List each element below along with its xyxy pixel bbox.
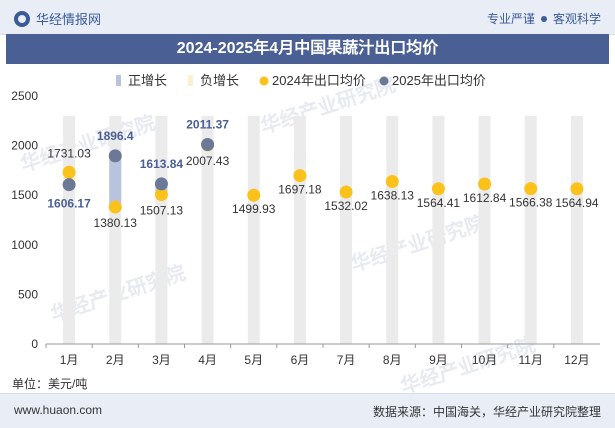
x-tick-label: 5月 xyxy=(244,353,263,367)
x-tick-label: 1月 xyxy=(60,353,79,367)
point-2025 xyxy=(63,178,76,191)
data-label-2025: 1606.17 xyxy=(47,197,91,211)
point-2024 xyxy=(478,178,491,191)
background-bar xyxy=(525,116,537,344)
y-tick-label: 1500 xyxy=(11,188,38,202)
legend-label: 2025年出口均价 xyxy=(392,73,486,88)
point-2024 xyxy=(109,201,122,214)
background-bar xyxy=(248,116,260,344)
x-tick-label: 6月 xyxy=(291,353,310,367)
point-2024 xyxy=(570,182,583,195)
x-tick-label: 11月 xyxy=(519,353,543,367)
data-label-2025: 1613.84 xyxy=(140,157,184,171)
data-label-2025: 1896.4 xyxy=(97,129,134,143)
point-2024 xyxy=(293,169,306,182)
legend-label: 正增长 xyxy=(128,73,167,88)
legend-swatch-negative xyxy=(188,75,193,86)
x-tick-label: 9月 xyxy=(429,353,448,367)
data-label-2024: 1507.13 xyxy=(140,203,184,217)
data-label-2024: 1731.03 xyxy=(47,146,91,160)
data-label-2024: 1532.02 xyxy=(324,199,368,213)
legend-label: 负增长 xyxy=(200,73,239,88)
legend-swatch-positive xyxy=(116,75,121,86)
watermark: 华经产业研究院 xyxy=(18,110,159,176)
point-2025 xyxy=(109,149,122,162)
y-tick-label: 2000 xyxy=(11,139,38,153)
x-tick-label: 2月 xyxy=(106,353,125,367)
positive-growth-bar xyxy=(109,156,121,207)
data-label-2024: 2007.43 xyxy=(186,154,230,168)
x-tick-label: 7月 xyxy=(337,353,356,367)
background-bar xyxy=(155,116,167,344)
background-bar xyxy=(340,116,352,344)
legend-label: 2024年出口均价 xyxy=(272,73,366,88)
point-2024 xyxy=(524,182,537,195)
legend-swatch-2024 xyxy=(260,77,269,86)
point-2025 xyxy=(201,138,214,151)
footer-site: www.huaon.com xyxy=(14,403,102,417)
footer-source: 数据来源：中国海关，华经产业研究院整理 xyxy=(373,403,601,420)
x-tick-label: 3月 xyxy=(152,353,171,367)
background-bar xyxy=(386,116,398,344)
y-tick-label: 0 xyxy=(31,337,38,351)
y-tick-label: 2500 xyxy=(11,89,38,103)
point-2024 xyxy=(386,175,399,188)
unit-label: 单位：美元/吨 xyxy=(12,375,87,392)
data-label-2024: 1564.41 xyxy=(417,196,461,210)
data-label-2024: 1697.18 xyxy=(278,183,322,197)
watermark: 华经产业研究院 xyxy=(398,332,539,398)
data-label-2024: 1564.94 xyxy=(555,196,599,210)
x-tick-label: 8月 xyxy=(383,353,402,367)
watermark: 华经产业研究院 xyxy=(348,210,489,276)
data-label-2024: 1566.38 xyxy=(509,196,553,210)
point-2024 xyxy=(63,166,76,179)
point-2024 xyxy=(340,186,353,199)
data-label-2024: 1638.13 xyxy=(371,188,415,202)
x-tick-label: 12月 xyxy=(564,353,589,367)
y-tick-label: 1000 xyxy=(11,238,38,252)
background-bar xyxy=(294,116,306,344)
data-label-2024: 1380.13 xyxy=(94,216,138,230)
point-2024 xyxy=(432,182,445,195)
point-2025 xyxy=(155,177,168,190)
x-tick-label: 10月 xyxy=(472,353,497,367)
background-bar xyxy=(432,116,444,344)
x-tick-label: 4月 xyxy=(198,353,217,367)
background-bar xyxy=(479,116,491,344)
background-bar xyxy=(571,116,583,344)
data-label-2025: 2011.37 xyxy=(186,117,229,131)
data-label-2024: 1499.93 xyxy=(232,202,276,216)
data-label-2024: 1612.84 xyxy=(463,191,507,205)
footer: www.huaon.com 数据来源：中国海关，华经产业研究院整理 xyxy=(0,393,615,428)
legend-swatch-2025 xyxy=(380,77,389,86)
y-tick-label: 500 xyxy=(18,287,38,301)
point-2024 xyxy=(247,189,260,202)
